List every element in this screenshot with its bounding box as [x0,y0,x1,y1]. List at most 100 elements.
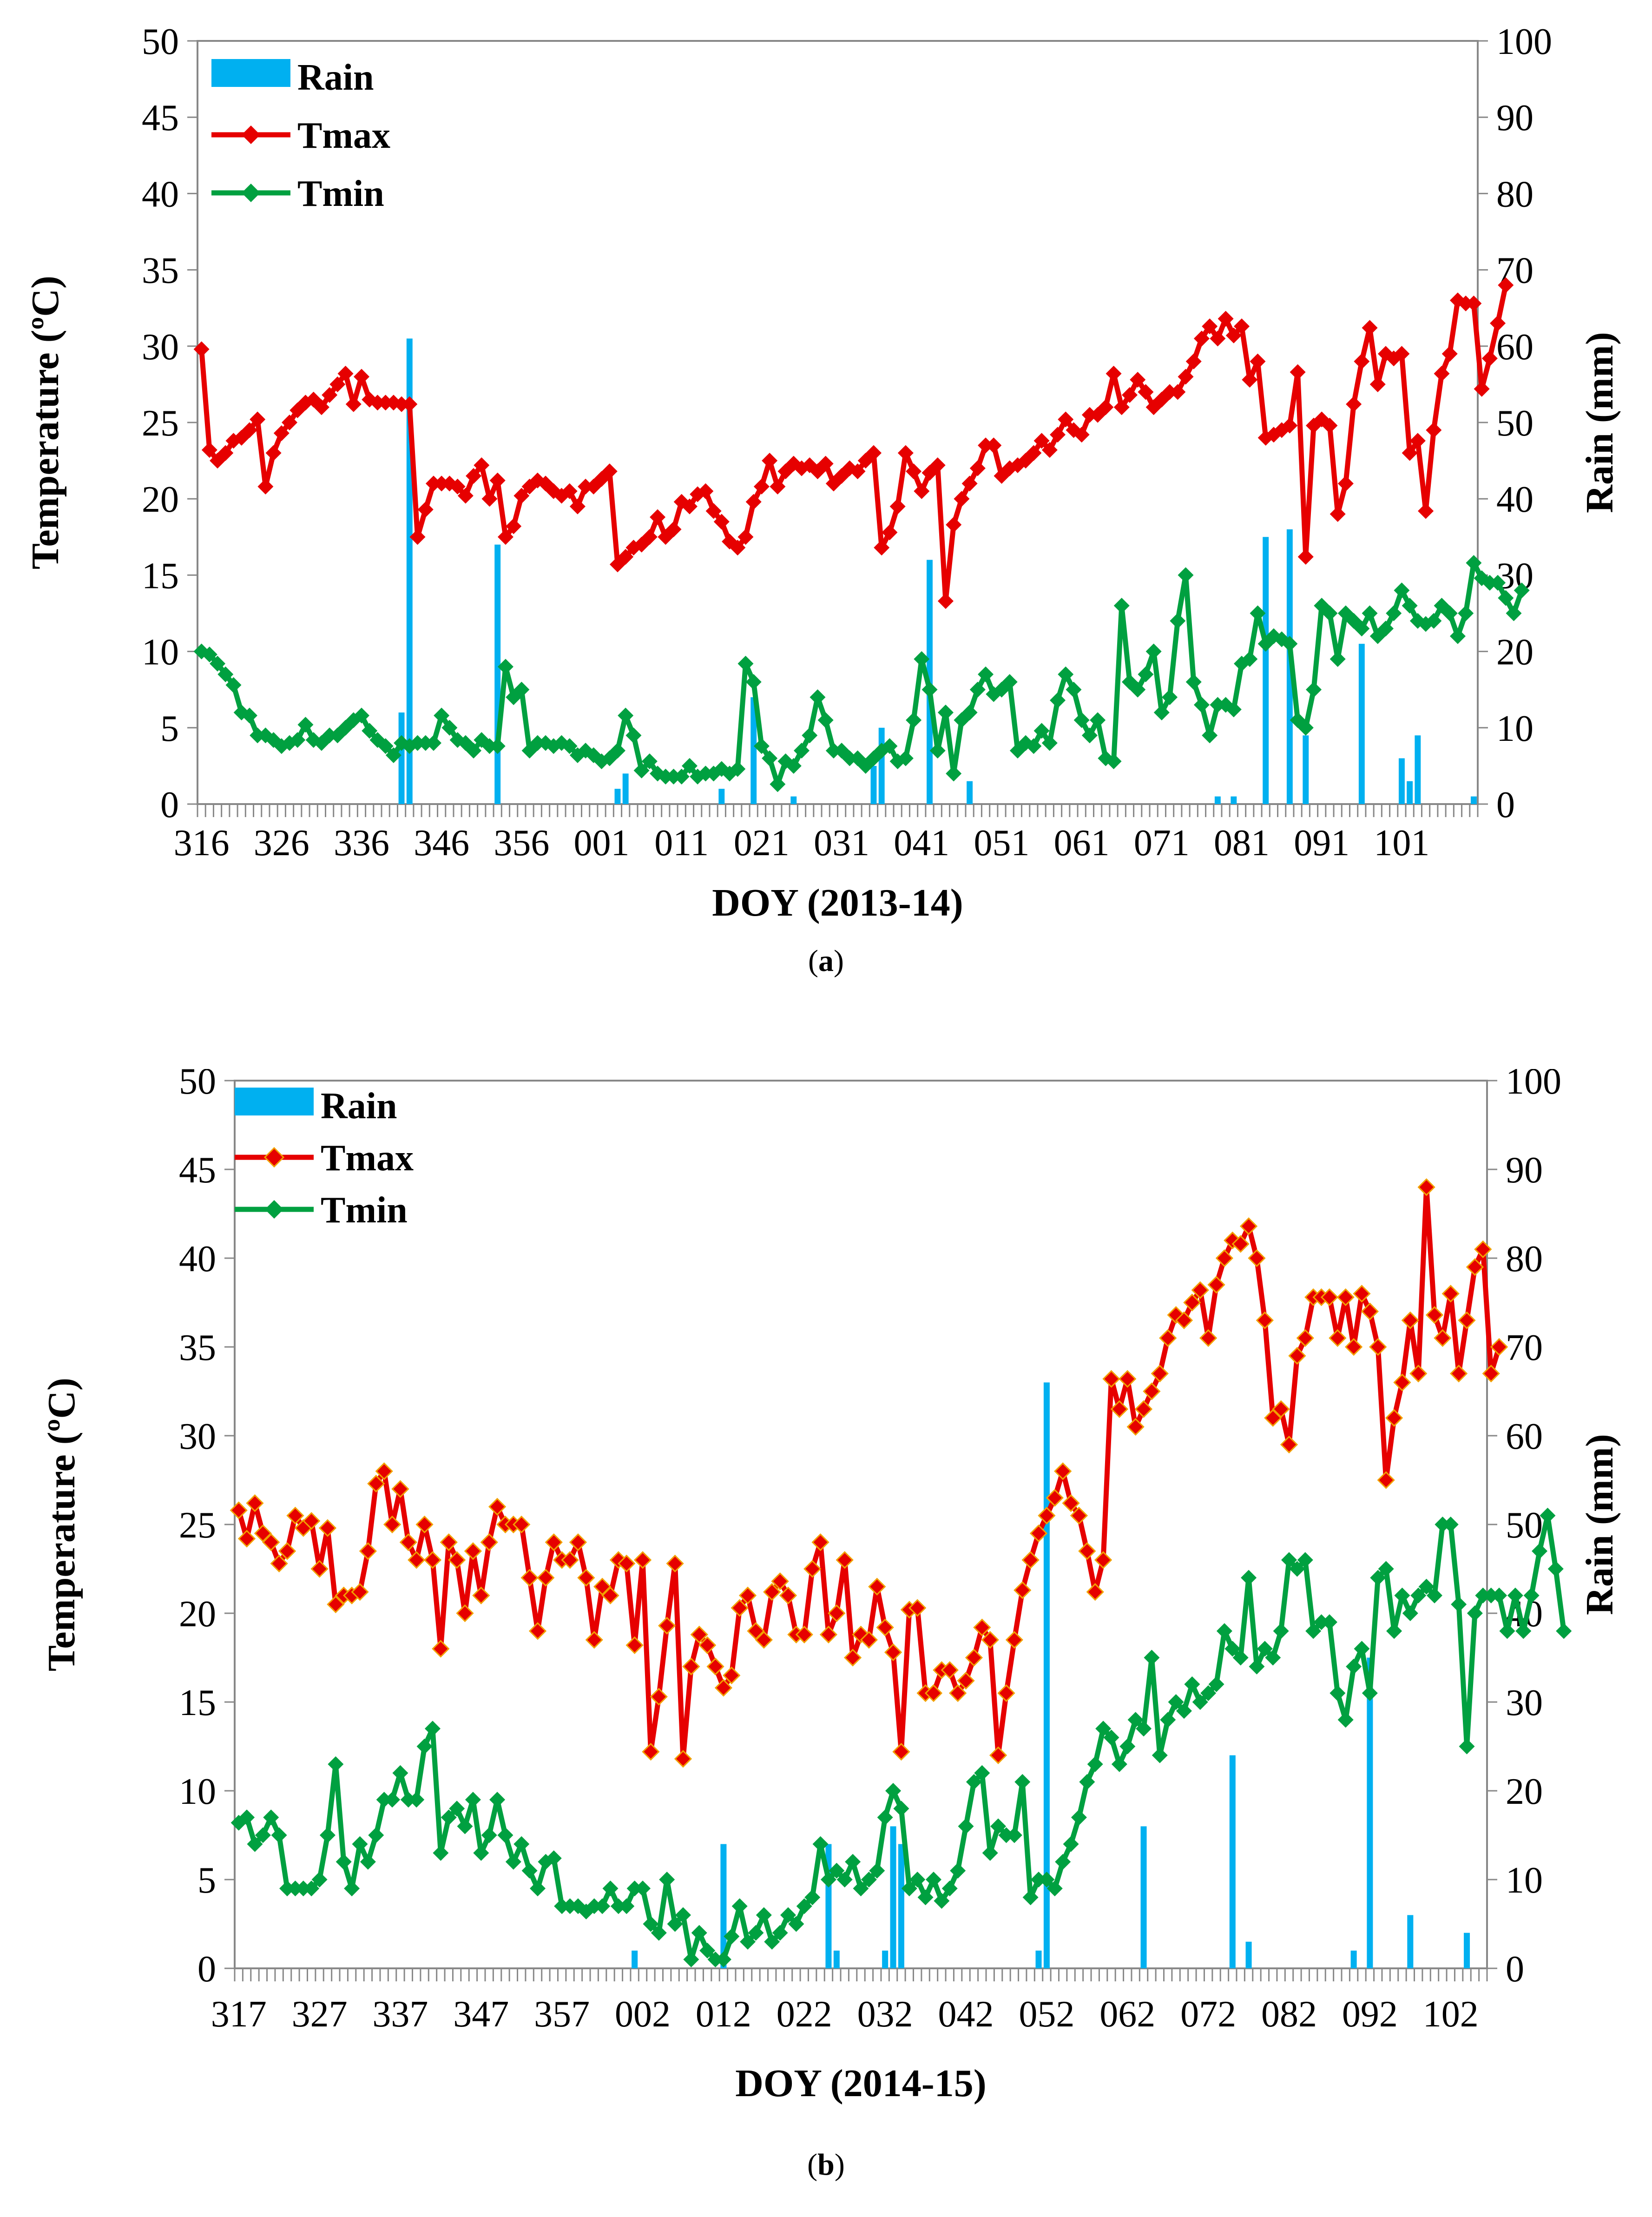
tmax-point [1170,384,1186,400]
tmax-point [981,1631,999,1649]
tmin-point [804,1889,821,1906]
tmin-point [1282,636,1298,652]
tmax-point [1466,295,1482,311]
tmin-point [1202,727,1218,744]
legend-swatch-rain [235,1088,314,1115]
tmin-point [1410,1587,1427,1603]
tmin-point [1458,605,1474,621]
tmax-point [1046,1489,1064,1507]
rain-bar [1263,537,1269,804]
tmin-point [618,707,634,724]
y-right-tick-label: 60 [1496,327,1534,368]
tmin-point [1306,681,1322,698]
tmin-point [673,768,690,785]
tmax-point [1401,1311,1419,1329]
tmax-point [265,445,282,461]
tmin-point [1095,1721,1112,1737]
tmin-point [1305,1623,1322,1639]
tmax-point [1490,1338,1508,1356]
tmin-point [825,743,842,759]
tmax-point [230,1501,248,1519]
tmax-point [753,478,770,495]
tmin-point [241,707,257,724]
x-axis-ticks [234,1968,1488,1981]
tmin-point [530,1880,546,1897]
x-tick-label: 062 [1099,1994,1155,2035]
legend-label-tmin: Tmin [297,173,384,214]
tmin-point [1216,1623,1232,1639]
tmin-point [635,1880,651,1897]
tmax-point [1151,1365,1169,1383]
tmin-point [1210,697,1226,713]
tmin-point [861,1872,877,1887]
tmin-point [433,1845,449,1861]
tmin-point [1313,1614,1329,1630]
tmax-point [601,463,618,480]
tmax-point [650,509,666,525]
tmax-point [1250,353,1266,370]
tmax-point [273,425,290,441]
tmin-point [1160,1712,1176,1728]
tmin-point [934,1893,950,1909]
tmax-point [1409,433,1426,449]
tmin-point [247,1836,263,1852]
tmax-point [1098,399,1114,416]
tmin-point [210,655,226,672]
tmin-point [554,1898,570,1914]
tmax-point [262,1533,280,1551]
tmin-point [311,1872,328,1887]
tmin-point [352,1836,368,1852]
tmin-point [1127,1712,1144,1728]
tmin-point [279,1880,296,1897]
x-tick-label: 102 [1423,1994,1479,2035]
tmin-point [1242,651,1258,667]
chart-panel-a: 316 326 336 346 356 001 011 021 031 041 051 061 071 0… [0,0,1652,1069]
tmax-point [738,1586,757,1604]
y-left-tick-label: 15 [179,1683,216,1723]
tmax-point [480,1533,498,1551]
tmin-point [481,1827,497,1843]
tmin-point [715,1951,731,1967]
tmax-point [618,548,634,565]
tmax-point [345,396,362,412]
tmax-point [432,1640,450,1658]
y-left-tick-label: 25 [142,403,179,444]
tmin-point [820,1872,836,1887]
tmin-point [1354,1641,1370,1657]
tmin-point [1362,605,1378,621]
rain-bar [718,789,725,804]
tmin-point [610,1898,626,1914]
tmax-point [1038,1506,1056,1525]
tmin-point [1523,1587,1540,1603]
tmin-point [362,723,378,739]
tmin-point [882,738,898,754]
rain-bar [1303,735,1309,804]
rain-bar [882,1950,889,1968]
tmin-point [950,1862,966,1879]
tmax-point [1041,442,1058,458]
tmax-point [367,1475,385,1493]
tmin-point [297,717,314,733]
y-right-tick-label: 90 [1496,98,1534,139]
tmax-point [1272,1400,1290,1418]
rain-bar [614,789,621,804]
tmin-point [1119,1738,1136,1755]
x-tick-label: 326 [254,823,309,864]
tmax-point [989,1746,1007,1764]
tmin-point [400,1792,416,1808]
legend-label-rain: Rain [321,1086,397,1127]
tmax-point [369,395,386,411]
tmin-point [1354,620,1370,637]
tmin-point [730,761,746,777]
tmin-point [505,1854,521,1870]
tmax-point [585,1631,603,1649]
tmin-point [1026,738,1042,754]
tmin-point [295,1880,311,1897]
tmax-point [481,491,498,507]
tmin-point [1138,666,1154,682]
tmin-point [1507,1587,1523,1603]
x-axis-title: DOY (2013-14) [712,881,963,924]
tmax-point [997,1684,1015,1702]
tmin-point [619,1898,635,1914]
tmax-point [650,1688,668,1706]
